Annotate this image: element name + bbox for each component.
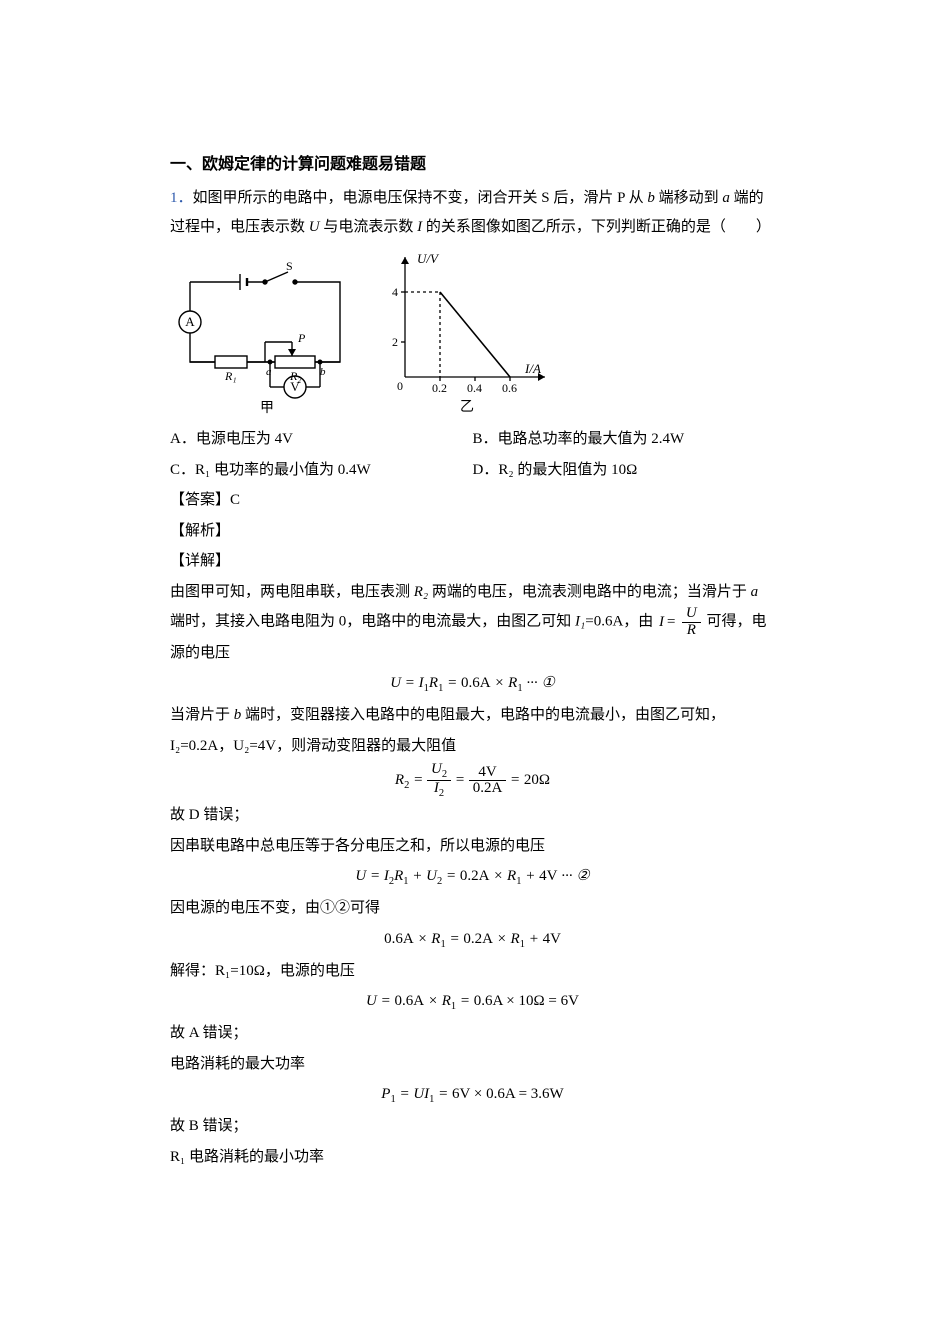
graph-diagram: U/V I/A 0 0.2 0.4 0.6 2 4 乙 [370,247,560,417]
frac-lhs: I [659,615,666,631]
xtick: 0.2 [432,381,447,395]
explanation-p2b: I₂=0.2A，U₂=4V，则滑动变阻器的最大阻值 [170,732,775,761]
circuit-diagram: A V S P R₁ R₂ a b 甲 [170,262,360,417]
ammeter-label: A [185,314,195,329]
ytick: 4 [392,285,398,299]
r2-label: R₂ [289,369,302,383]
explanation-p10: R₁ 电路消耗的最小功率 [170,1143,775,1172]
option-c: C．R₁ 电功率的最小值为 0.4W [170,456,473,485]
frac-num: U [682,606,701,623]
answer-label: 【答案】 [170,492,230,508]
answer-value: C [230,492,240,508]
q-frag: 如图甲所示的电路中，电源电压保持不变，闭合开关 S 后，滑片 P 从 [193,190,648,206]
explanation-p1: 由图甲可知，两电阻串联，电压表测 R₂ 两端的电压，电流表测电路中的电流；当滑片… [170,578,775,668]
xtick: 0.4 [467,381,482,395]
x-axis-label: I/A [524,361,541,376]
r1-label: R₁ [224,369,237,383]
var-a: a [722,190,730,206]
circuit-caption: 甲 [260,401,274,416]
txt: 端时，变阻器接入电路中的电阻最大，电路中的电流最小，由图乙可知， [241,707,725,723]
question-text: 1．如图甲所示的电路中，电源电压保持不变，闭合开关 S 后，滑片 P 从 b 端… [170,184,775,241]
txt: =0.6A，由 [585,614,657,630]
equation-2: R2 = U2I2 = 4V0.2A = 20Ω [170,762,775,799]
question-number: 1． [170,190,193,206]
q-frag: 与电流表示数 [320,219,418,235]
explanation-p5: 因电源的电压不变，由①②可得 [170,894,775,923]
diagram-row: A V S P R₁ R₂ a b 甲 U/V [170,247,775,417]
origin-label: 0 [397,379,403,393]
q-frag: 的关系图像如图乙所示，下列判断正确的是（ ） [422,219,771,235]
detail-label: 【详解】 [170,547,775,576]
frac-den: R [682,623,701,639]
ytick: 2 [392,335,398,349]
node-a-label: a [266,366,272,378]
equation-5: U = 0.6A × R1 = 0.6A × 10Ω = 6V [170,987,775,1017]
txt: 端时，其接入电路电阻为 0，电路中的电流最大，由图乙可知 [170,614,575,630]
var-U: U [309,219,320,235]
explanation-p3: 故 D 错误； [170,801,775,830]
var-b: b [647,190,655,206]
answer-line: 【答案】C [170,486,775,515]
explanation-p8: 电路消耗的最大功率 [170,1050,775,1079]
graph-caption: 乙 [460,399,474,415]
txt: 由图甲可知，两电阻串联，电压表测 [170,584,414,600]
section-heading: 一、欧姆定律的计算问题难题易错题 [170,150,775,180]
q-frag: 端移动到 [655,190,723,206]
var-a: a [751,584,759,600]
node-b-label: b [320,366,326,378]
explanation-p9: 故 B 错误； [170,1112,775,1141]
option-a: A．电源电压为 4V [170,425,473,454]
xtick: 0.6 [502,381,517,395]
y-axis-label: U/V [417,251,440,266]
txt: 当滑片于 [170,707,234,723]
explanation-p2: 当滑片于 b 端时，变阻器接入电路中的电阻最大，电路中的电流最小，由图乙可知， [170,701,775,730]
txt: 两端的电压，电流表测电路中的电流；当滑片于 [428,584,751,600]
explanation-p4: 因串联电路中总电压等于各分电压之和，所以电源的电压 [170,832,775,861]
equation-4: 0.6A × R1 = 0.2A × R1 + 4V [170,925,775,955]
equation-6: P1 = UI1 = 6V × 0.6A = 3.6W [170,1080,775,1110]
equation-1: U = I1R1 = 0.6A × R1 ··· ① [170,669,775,699]
switch-label: S [286,262,293,273]
inline-fraction-IUR: I= U R [659,606,701,639]
option-b: B．电路总功率的最大值为 2.4W [473,425,776,454]
equation-3: U = I2R1 + U2 = 0.2A × R1 + 4V ··· ② [170,862,775,892]
analysis-label: 【解析】 [170,517,775,546]
slider-label: P [297,331,306,345]
options-grid: A．电源电压为 4V B．电路总功率的最大值为 2.4W C．R₁ 电功率的最小… [170,425,775,484]
explanation-p7: 故 A 错误； [170,1019,775,1048]
explanation-p6: 解得：R₁=10Ω，电源的电压 [170,957,775,986]
option-d: D．R₂ 的最大阻值为 10Ω [473,456,776,485]
var-R2: R₂ [414,584,428,600]
var-I1: I₁ [575,614,585,630]
